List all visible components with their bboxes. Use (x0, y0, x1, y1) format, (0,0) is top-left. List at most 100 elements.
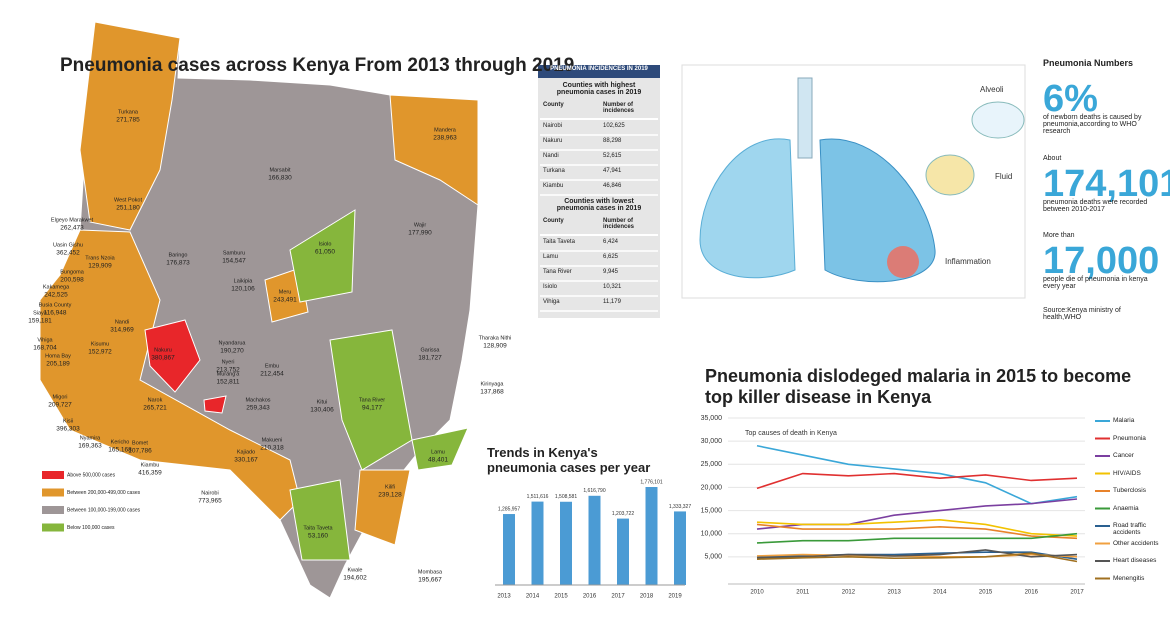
stats-prefix: More than (1043, 232, 1075, 239)
county-cases: 265,721 (143, 405, 167, 412)
county-name: Kirinyaga (481, 381, 505, 387)
county-name: Homa Bay (45, 353, 71, 359)
x-tick-label: 2017 (611, 594, 625, 600)
trachea (797, 77, 813, 159)
county-name: Samburu (223, 250, 245, 256)
county-name: Elgeyo Marakwet (51, 217, 94, 223)
county-cases: 314,969 (110, 327, 134, 334)
stats-text: of newborn deaths is caused by pneumonia… (1043, 114, 1142, 135)
legend-label: Between 200,000-499,000 cases (67, 490, 141, 496)
map-region (289, 209, 356, 303)
line-series (756, 444, 1078, 505)
bar-value-label: 1,776,101 (640, 479, 662, 485)
table-cell: Taita Taveta (543, 239, 575, 245)
county-cases: 243,491 (273, 297, 297, 304)
lung-right (819, 138, 936, 283)
county-cases: 120,106 (231, 286, 255, 293)
bar (560, 501, 572, 585)
table-cell: Nakuru (543, 138, 563, 144)
county-cases: 152,811 (216, 379, 239, 386)
county-cases: 48,401 (428, 457, 448, 464)
alveoli (971, 101, 1025, 139)
table-cell: 46,846 (603, 183, 622, 189)
county-cases: 262,473 (60, 225, 84, 232)
county-cases: 94,177 (362, 405, 382, 412)
county-name: Busia County (39, 302, 72, 308)
x-tick-label: 2012 (842, 590, 856, 596)
county-name: Embu (265, 363, 279, 369)
county-cases: 773,965 (198, 498, 222, 505)
county-cases: 194,602 (343, 575, 367, 582)
table-cell: 47,941 (603, 168, 622, 174)
county-cases: 205,189 (46, 361, 70, 368)
table-heading: Counties with highest pneumonia cases in… (556, 82, 642, 96)
county-cases: 251,180 (116, 205, 140, 212)
county-cases: 212,454 (260, 371, 284, 378)
table-cell: Isiolo (543, 284, 558, 290)
table-cell: Turkana (543, 168, 565, 174)
county-name: Vihiga (37, 337, 53, 343)
bar-value-label: 1,511,616 (527, 494, 549, 500)
legend-label: Between 100,000-199,000 cases (67, 507, 141, 513)
map-region (411, 427, 469, 471)
county-name: West Pokot (114, 197, 142, 203)
table-column: County (543, 218, 564, 224)
table-column: Number of incidences (603, 218, 635, 230)
map-region (289, 479, 351, 561)
x-tick-label: 2013 (887, 590, 901, 596)
county-cases: 271,785 (116, 117, 140, 124)
table-cell: Nandi (543, 153, 559, 159)
line-series (756, 519, 1078, 537)
county-cases: 116,948 (43, 310, 66, 317)
stats-heading: Pneumonia Numbers (1043, 58, 1134, 68)
table-header (538, 65, 660, 78)
line-series (756, 549, 1078, 559)
x-tick-label: 2014 (526, 594, 540, 600)
bar (531, 501, 544, 585)
table-cell: 102,625 (603, 123, 625, 129)
table-cell: 11,179 (603, 299, 621, 305)
bar-value-label: 1,616,790 (583, 488, 605, 494)
table-column: Number of incidences (603, 102, 635, 114)
map-region (144, 319, 201, 393)
y-tick-label: 20,000 (701, 484, 723, 491)
county-name: Kisii (63, 418, 73, 424)
county-cases: 129,909 (88, 263, 112, 270)
county-cases: 165,168 (108, 447, 132, 454)
county-cases: 238,963 (433, 135, 457, 142)
table-cell: Tana River (543, 269, 572, 275)
map-region (389, 94, 479, 206)
stats-prefix: About (1043, 155, 1062, 162)
county-name: Uasin Gishu (53, 242, 83, 248)
legend-label: Above 500,000 cases (67, 472, 116, 478)
legend-swatch (42, 506, 64, 514)
table-cell: 9,945 (603, 269, 619, 275)
bar-title: Trends in Kenya's pneumonia cases per ye… (487, 445, 651, 475)
table-cell: Kiambu (543, 183, 564, 189)
legend-label: Anaemia (1113, 504, 1139, 512)
county-name: Wajir (414, 222, 426, 228)
stats-text: pneumonia deaths were recorded between 2… (1043, 199, 1148, 213)
county-name: Garissa (421, 347, 441, 353)
county-cases: 209,727 (48, 402, 72, 409)
main-title: Pneumonia cases across Kenya From 2013 t… (60, 55, 575, 76)
county-name: Mandera (434, 127, 457, 133)
legend-label: Other accidents (1113, 539, 1159, 547)
bar (503, 514, 515, 585)
bar (674, 511, 686, 585)
line-series (756, 532, 1078, 544)
county-name: Kakamega (43, 284, 70, 290)
x-tick-label: 2015 (979, 590, 993, 596)
county-name: Marsabit (269, 167, 291, 173)
county-cases: 177,990 (408, 230, 432, 237)
table-cell: 6,625 (603, 254, 619, 260)
stats-source: Source:Kenya ministry of health,WHO (1043, 307, 1121, 321)
lung-left (699, 138, 796, 279)
x-tick-label: 2019 (668, 594, 682, 600)
county-name: Narok (148, 397, 163, 403)
county-name: Nyamira (80, 435, 101, 441)
y-tick-label: 15,000 (701, 507, 723, 514)
bar-value-label: 1,285,957 (498, 506, 520, 512)
